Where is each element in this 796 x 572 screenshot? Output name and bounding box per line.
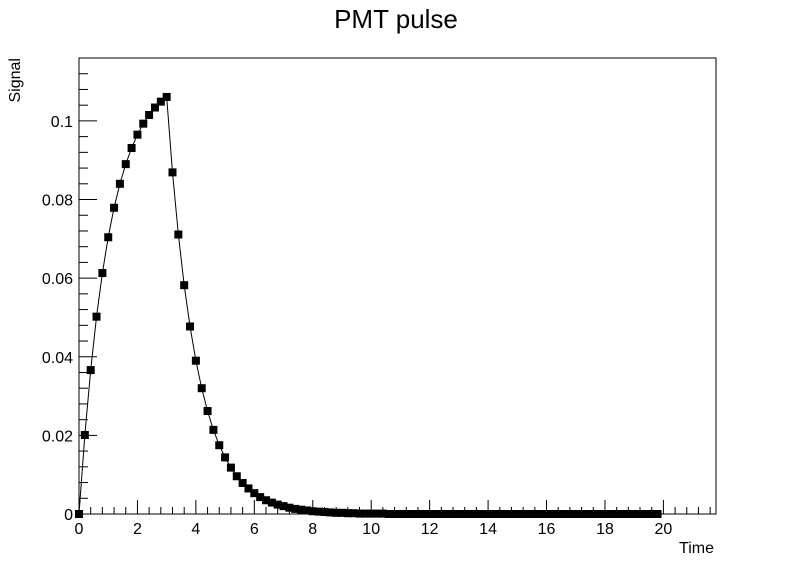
data-point [168,168,177,177]
data-point [232,472,241,481]
data-point [273,500,282,509]
data-point [238,478,247,487]
data-point [221,453,230,462]
x-tick-label: 8 [308,521,317,538]
data-point [262,496,271,505]
data-point [115,179,124,188]
y-tick-label: 0.04 [42,350,73,367]
data-point [302,506,311,515]
data-point [174,230,183,239]
data-point [332,508,341,517]
x-tick-label: 4 [191,521,200,538]
y-tick-label: 0.02 [42,428,73,445]
data-point [150,103,159,112]
data-point [98,269,107,278]
data-point [191,356,200,365]
data-point [186,322,195,331]
data-point [156,97,165,106]
x-tick-label: 18 [596,521,614,538]
data-point [209,425,218,434]
y-tick-label: 0.08 [42,193,73,210]
x-tick-label: 20 [655,521,673,538]
data-point [162,92,171,101]
data-point [285,503,294,512]
data-point [291,504,300,513]
data-point [80,430,89,439]
data-point [180,281,189,290]
y-tick-label: 0 [64,507,73,524]
data-point [314,507,323,516]
x-tick-label: 14 [479,521,497,538]
data-point [104,233,113,242]
data-point [320,508,329,517]
data-point [343,509,352,518]
data-point [256,493,265,502]
axis-ticks [78,73,711,515]
chart-title: PMT pulse [334,4,458,34]
x-axis-label: Time [679,540,714,557]
y-tick-label: 0.1 [51,114,73,131]
data-point [92,312,101,321]
data-point [326,508,335,517]
data-point [349,509,358,518]
data-point [267,498,276,507]
x-tick-label: 16 [538,521,556,538]
x-tick-label: 12 [421,521,439,538]
x-tick-label: 2 [133,521,142,538]
data-point [121,160,130,169]
y-axis-label: Signal [7,58,24,102]
data-point [308,507,317,516]
x-tick-label: 6 [250,521,259,538]
data-point [110,203,119,212]
data-point [86,366,95,375]
data-point [127,144,136,153]
data-point [250,489,259,498]
data-point [226,463,235,472]
data-point [215,441,224,450]
x-tick-label: 10 [362,521,380,538]
data-point [197,384,206,393]
x-tick-label: 0 [75,521,84,538]
y-tick-label: 0.06 [42,271,73,288]
data-series [75,92,662,518]
data-point [145,111,154,119]
data-point [297,505,306,514]
data-point [279,502,288,511]
data-point [203,407,212,416]
data-point [133,130,142,139]
tick-labels: 0 2 4 6 8 10 12 14 16 18 20 0 0.02 0.04 0.06 0.08 0.1 [42,114,673,538]
data-point [337,508,346,517]
series-line [78,95,658,515]
plot-frame [78,57,717,515]
data-point [139,119,148,128]
data-point [244,484,253,493]
